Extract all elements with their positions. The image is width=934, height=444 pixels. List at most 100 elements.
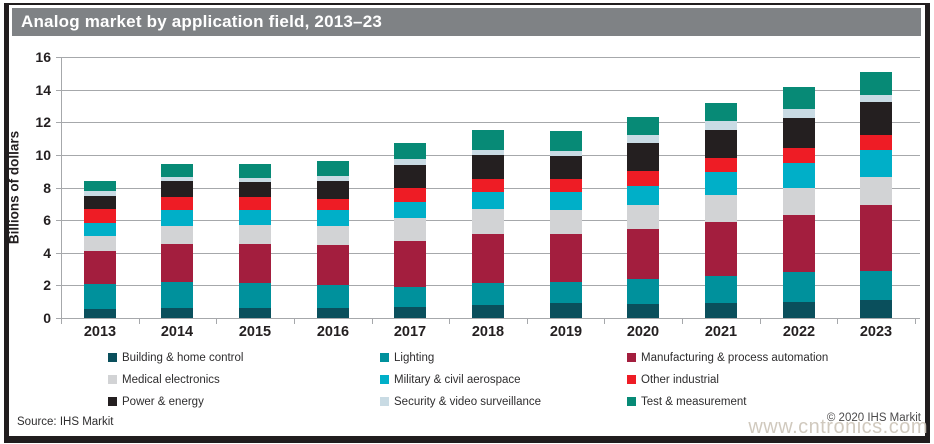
bar-segment	[472, 179, 504, 192]
bar-segment	[84, 191, 116, 196]
x-tick-9	[760, 319, 761, 324]
bar-segment	[705, 172, 737, 195]
bar-segment	[239, 225, 271, 244]
bar-segment	[627, 171, 659, 186]
bar-segment	[550, 192, 582, 210]
bar-segment	[394, 159, 426, 165]
bar-segment	[550, 156, 582, 179]
bar-segment	[84, 209, 116, 223]
x-tick-6	[527, 319, 528, 324]
x-axis-label: 2019	[549, 324, 583, 340]
bar-segment	[550, 210, 582, 234]
bar-segment	[705, 103, 737, 121]
bar-segment	[317, 285, 349, 308]
legend-label: Military & civil aerospace	[394, 373, 521, 386]
bar-segment	[394, 188, 426, 202]
bar-segment	[472, 209, 504, 234]
bar-segment	[627, 143, 659, 171]
bar-segment	[705, 121, 737, 130]
bar-segment	[627, 135, 659, 143]
bar-segment	[860, 177, 892, 205]
y-tick-4	[56, 253, 61, 254]
bar-segment	[860, 102, 892, 135]
bar-segment	[394, 307, 426, 318]
x-axis-label: 2020	[626, 324, 660, 340]
y-tick-2	[56, 285, 61, 286]
bar-segment	[550, 303, 582, 318]
bar-segment	[783, 109, 815, 118]
bar-segment	[394, 218, 426, 241]
bar-segment	[239, 182, 271, 197]
bar-segment	[472, 305, 504, 318]
legend-item: Building & home control	[108, 350, 380, 365]
x-axis-label: 2016	[316, 324, 350, 340]
bar-segment	[705, 303, 737, 318]
legend: Building & home control Lighting Manufactu…	[108, 350, 898, 409]
legend-swatch-icon	[380, 353, 389, 362]
bar-segment	[161, 226, 193, 244]
legend-swatch-icon	[380, 375, 389, 384]
legend-swatch-icon	[627, 353, 636, 362]
bar-segment	[860, 72, 892, 95]
x-tick-8	[682, 319, 683, 324]
legend-swatch-icon	[380, 397, 389, 406]
bar-segment	[161, 164, 193, 177]
bar-segment	[84, 309, 116, 318]
bar-segment	[239, 197, 271, 210]
x-axis-label: 2022	[782, 324, 816, 340]
bar-segment	[161, 181, 193, 197]
bar-segment	[860, 271, 892, 300]
y-tick-label: 12	[35, 114, 51, 130]
y-tick-12	[56, 122, 61, 123]
y-tick-14	[56, 90, 61, 91]
bar-segment	[394, 287, 426, 307]
bar-segment	[627, 117, 659, 135]
bar-segment	[317, 199, 349, 210]
bar-segment	[84, 284, 116, 309]
bar-segment	[783, 163, 815, 188]
bar-segment	[84, 236, 116, 251]
bar-segment	[161, 308, 193, 318]
x-axis-line	[57, 318, 920, 319]
bar-segment	[705, 222, 737, 276]
bar-segment	[472, 192, 504, 209]
bar-segment	[394, 143, 426, 159]
x-tick-7	[604, 319, 605, 324]
bar-segment	[705, 276, 737, 303]
bar-segment	[550, 282, 582, 303]
gridline-16	[61, 57, 920, 58]
bar-segment	[239, 308, 271, 318]
bar-segment	[239, 244, 271, 283]
x-tick-5	[449, 319, 450, 324]
y-tick-6	[56, 220, 61, 221]
bar-segment	[627, 186, 659, 205]
bar-segment	[161, 282, 193, 308]
bar-segment	[783, 148, 815, 163]
bar-segment	[860, 135, 892, 150]
x-tick-0	[61, 319, 62, 324]
chart-title: Analog market by application field, 2013…	[21, 12, 383, 31]
x-tick-2	[216, 319, 217, 324]
legend-item: Security & video surveillance	[380, 394, 627, 409]
legend-item: Medical electronics	[108, 372, 380, 387]
bar-segment	[627, 279, 659, 304]
bar-segment	[472, 130, 504, 150]
bar-segment	[627, 205, 659, 229]
watermark: www.cntronics.com	[748, 416, 928, 438]
x-tick-1	[139, 319, 140, 324]
x-axis-label: 2015	[238, 324, 272, 340]
y-tick-label: 14	[35, 82, 51, 98]
bar-segment	[550, 234, 582, 282]
y-tick-label: 16	[35, 49, 51, 65]
bar-segment	[783, 215, 815, 272]
legend-item: Test & measurement	[627, 394, 898, 409]
bar-segment	[860, 300, 892, 318]
x-tick-10	[837, 319, 838, 324]
legend-label: Building & home control	[122, 351, 244, 364]
legend-item: Manufacturing & process automation	[627, 350, 898, 365]
bar-segment	[627, 304, 659, 318]
bar-segment	[394, 202, 426, 218]
bar-segment	[239, 283, 271, 308]
legend-swatch-icon	[108, 375, 117, 384]
